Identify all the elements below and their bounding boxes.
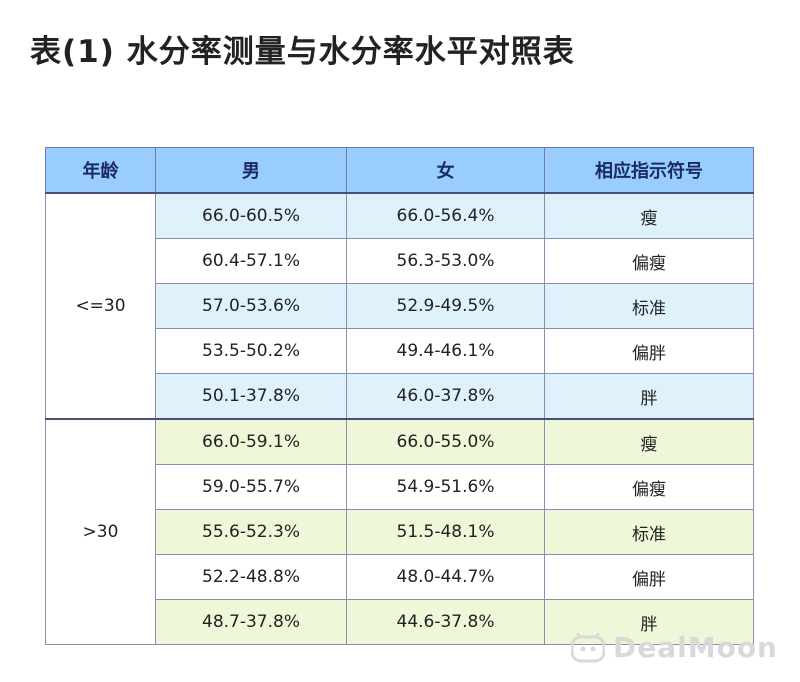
male-range-cell: 60.4-57.1% [155, 238, 347, 284]
table-row: 53.5-50.2% 49.4-46.1% 偏胖 [46, 328, 754, 374]
header-symbol: 相应指示符号 [544, 147, 754, 194]
symbol-cell: 标准 [544, 509, 754, 555]
female-range-cell: 52.9-49.5% [346, 283, 545, 329]
dealmoon-watermark: DealMoon [570, 631, 778, 664]
male-range-cell: 66.0-60.5% [155, 192, 347, 239]
male-range-cell: 66.0-59.1% [155, 418, 347, 465]
table-row: >30 66.0-59.1% 66.0-55.0% 瘦 [45, 418, 754, 645]
table-header-row: 年龄 男 女 相应指示符号 [45, 147, 754, 194]
male-range-cell: 48.7-37.8% [155, 599, 347, 645]
female-range-cell: 44.6-37.8% [346, 599, 545, 645]
female-range-cell: 56.3-53.0% [346, 238, 545, 284]
header-age: 年龄 [45, 147, 156, 194]
female-range-cell: 51.5-48.1% [346, 509, 545, 555]
page-title: 表(1) 水分率测量与水分率水平对照表 [30, 34, 575, 70]
header-male: 男 [155, 147, 347, 194]
male-range-cell: 52.2-48.8% [155, 554, 347, 600]
symbol-cell: 瘦 [544, 192, 754, 239]
symbol-cell: 偏瘦 [544, 238, 754, 284]
male-range-cell: 59.0-55.7% [155, 464, 347, 510]
female-range-cell: 54.9-51.6% [346, 464, 545, 510]
age-group-cell: <=30 [45, 192, 156, 420]
watermark-text: DealMoon [613, 631, 778, 664]
table-row: 48.7-37.8% 44.6-37.8% 胖 [46, 599, 754, 645]
male-range-cell: 57.0-53.6% [155, 283, 347, 329]
symbol-cell: 偏胖 [544, 328, 754, 374]
header-female: 女 [346, 147, 545, 194]
female-range-cell: 46.0-37.8% [346, 373, 545, 420]
male-range-cell: 55.6-52.3% [155, 509, 347, 555]
table-row: 57.0-53.6% 52.9-49.5% 标准 [46, 283, 754, 329]
table-row: <=30 66.0-60.5% 66.0-56.4% 瘦 [45, 192, 754, 420]
table-row: 50.1-37.8% 46.0-37.8% 胖 [46, 373, 754, 420]
symbol-cell: 偏胖 [544, 554, 754, 600]
female-range-cell: 48.0-44.7% [346, 554, 545, 600]
symbol-cell: 胖 [544, 373, 754, 420]
table-row: 60.4-57.1% 56.3-53.0% 偏瘦 [46, 238, 754, 284]
table-row: 55.6-52.3% 51.5-48.1% 标准 [46, 509, 754, 555]
symbol-cell: 瘦 [544, 418, 754, 465]
female-range-cell: 66.0-56.4% [346, 192, 545, 239]
moisture-reference-table: 年龄 男 女 相应指示符号 <=30 66.0-60.5% 66.0-56.4%… [45, 147, 754, 645]
female-range-cell: 66.0-55.0% [346, 418, 545, 465]
dealmoon-logo-icon [570, 631, 606, 663]
table-row: 52.2-48.8% 48.0-44.7% 偏胖 [46, 554, 754, 600]
male-range-cell: 50.1-37.8% [155, 373, 347, 420]
age-group-cell: >30 [45, 418, 156, 645]
symbol-cell: 标准 [544, 283, 754, 329]
symbol-cell: 偏瘦 [544, 464, 754, 510]
male-range-cell: 53.5-50.2% [155, 328, 347, 374]
female-range-cell: 49.4-46.1% [346, 328, 545, 374]
table-row: 59.0-55.7% 54.9-51.6% 偏瘦 [46, 464, 754, 510]
